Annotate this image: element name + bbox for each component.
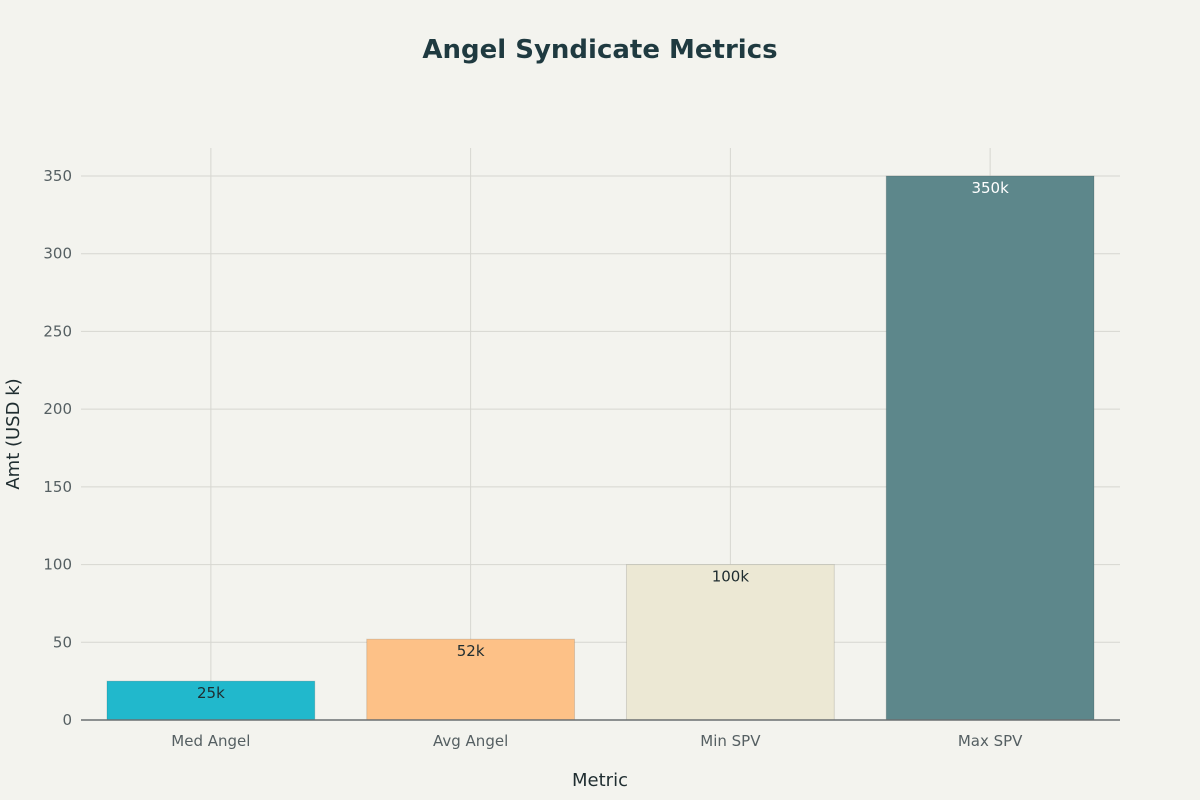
- x-axis-ticks: Med Angel Avg Angel Min SPV Max SPV: [81, 719, 1120, 750]
- y-axis-ticks: 0 50 100 150 200 250 300 350: [43, 167, 72, 729]
- bar: [885, 175, 1095, 721]
- bars: [106, 175, 1095, 721]
- x-tick-label: Max SPV: [958, 732, 1023, 750]
- y-axis-title: Amt (USD k): [3, 378, 24, 489]
- bar-value-label: 100k: [712, 568, 750, 586]
- bar: [366, 638, 576, 721]
- bar-value-label: 350k: [971, 179, 1009, 197]
- bar-value-label: 52k: [457, 642, 485, 660]
- y-tick-label: 0: [62, 711, 72, 729]
- y-tick-label: 200: [43, 400, 72, 418]
- bar-value-label: 25k: [197, 684, 225, 702]
- chart-title: Angel Syndicate Metrics: [422, 35, 777, 65]
- data-labels: 25k 52k 100k 350k: [197, 179, 1009, 702]
- bar: [625, 564, 835, 721]
- x-tick-label: Med Angel: [171, 732, 250, 750]
- y-tick-label: 150: [43, 478, 72, 496]
- y-tick-label: 50: [53, 633, 72, 651]
- y-tick-label: 300: [43, 245, 72, 263]
- x-tick-label: Min SPV: [700, 732, 761, 750]
- y-tick-label: 100: [43, 556, 72, 574]
- y-tick-label: 350: [43, 167, 72, 185]
- bar: [106, 680, 316, 721]
- y-tick-label: 250: [43, 322, 72, 340]
- x-tick-label: Avg Angel: [433, 732, 508, 750]
- x-axis-title: Metric: [572, 770, 628, 791]
